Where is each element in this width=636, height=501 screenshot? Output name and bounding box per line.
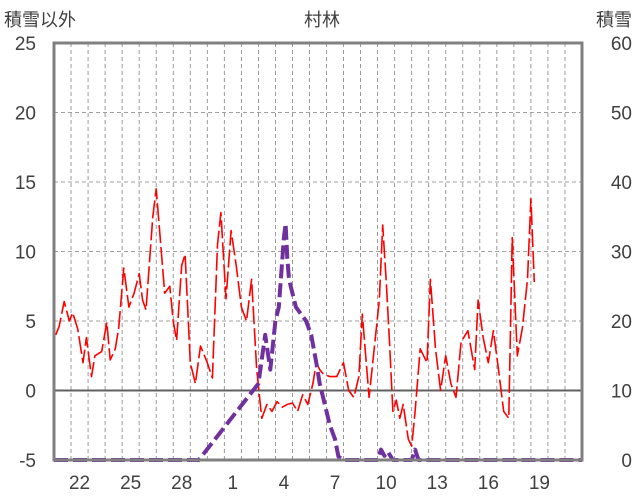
x-tick-label: 4 [279, 473, 290, 494]
left-tick-label: 15 [15, 173, 36, 194]
frame-layer [52, 41, 584, 462]
left-tick-label: 0 [25, 382, 36, 403]
x-tick-label: 10 [376, 473, 397, 494]
right-tick-label: 30 [611, 243, 632, 264]
x-tick-label: 1 [228, 473, 239, 494]
left-tick-label: 10 [15, 243, 36, 264]
temperature-series [54, 188, 536, 447]
x-tick-label: 25 [120, 473, 141, 494]
right-tick-label: 50 [611, 104, 632, 125]
plot-frame [52, 41, 584, 462]
right-tick-label: 0 [621, 451, 632, 472]
x-tick-label: 22 [69, 473, 90, 494]
x-tick-label: 16 [478, 473, 499, 494]
grid-layer [54, 43, 582, 460]
right-tick-label: 40 [611, 173, 632, 194]
left-tick-label: -5 [19, 451, 36, 472]
temperature-line [54, 188, 536, 447]
right-axis-title: 積雪 [596, 10, 632, 31]
chart-title: 村林 [304, 10, 340, 31]
x-tick-label: 13 [427, 473, 448, 494]
left-axis-title: 積雪以外 [4, 10, 76, 31]
x-tick-label: 7 [330, 473, 341, 494]
x-tick-label: 28 [171, 473, 192, 494]
snow-series [53, 221, 583, 462]
left-tick-label: 25 [15, 34, 36, 55]
right-tick-label: 10 [611, 382, 632, 403]
right-tick-label: 20 [611, 312, 632, 333]
series-layer [53, 188, 583, 462]
left-tick-label: 5 [25, 312, 36, 333]
x-tick-label: 19 [529, 473, 550, 494]
left-tick-label: 20 [15, 104, 36, 125]
right-tick-label: 60 [611, 34, 632, 55]
snow-line [54, 221, 582, 462]
